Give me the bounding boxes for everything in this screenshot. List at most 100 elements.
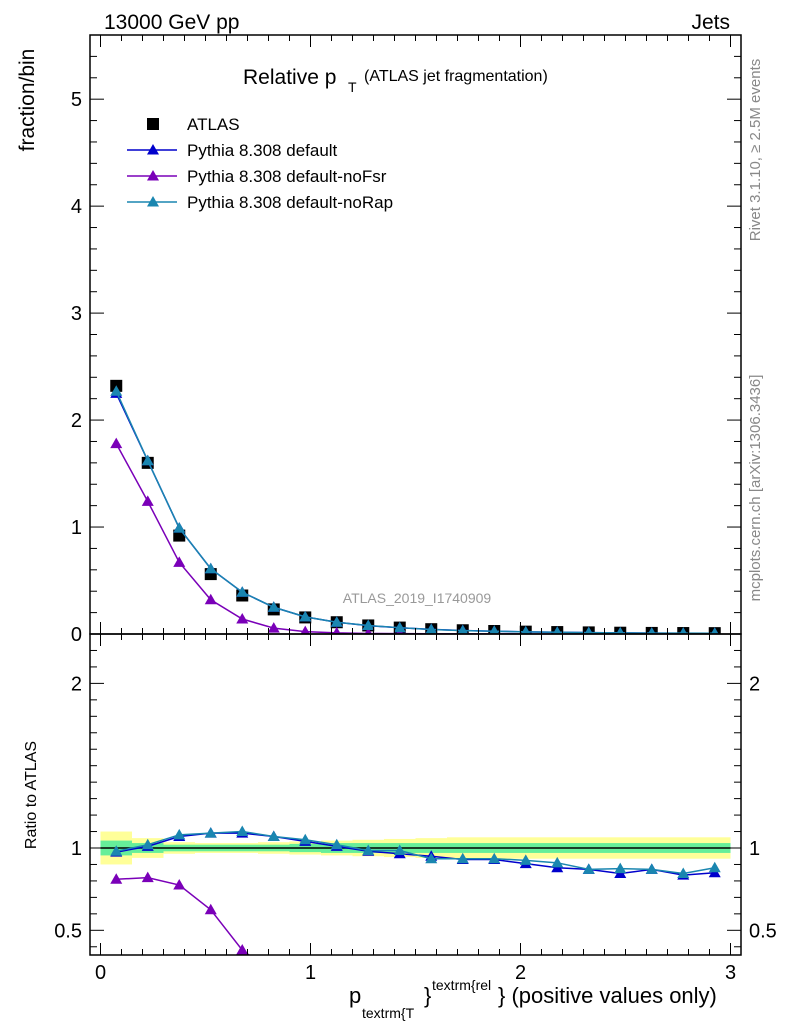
data-point-pythia-8-308-default-norap: [425, 623, 438, 634]
y-tick-label: 0.5: [54, 920, 82, 942]
data-point-pythia-8-308-default-norap: [362, 619, 375, 631]
ratio-point-pythia-8-308-default-nofsr: [331, 992, 343, 1003]
legend-marker-pythia-8-308-default: [147, 144, 159, 155]
ratio-point-pythia-8-308-default-norap: [204, 827, 217, 838]
ratio-point-pythia-8-308-default-norap: [141, 838, 154, 850]
data-point-pythia-8-308-default-norap: [204, 562, 217, 574]
data-point-pythia-8-308-default-nofsr: [173, 556, 186, 567]
data-point-pythia-8-308-default-nofsr: [141, 495, 154, 506]
ratio-point-pythia-8-308-default-nofsr: [457, 1002, 469, 1013]
main-series-group: [110, 379, 721, 634]
ratio-point-pythia-8-308-default-nofsr: [299, 984, 311, 995]
data-point-pythia-8-308-default-norap: [710, 627, 719, 634]
ratio-point-pythia-8-308-default-norap: [456, 852, 469, 864]
ratio-point-pythia-8-308-default-norap: [645, 863, 658, 874]
ratio-point-pythia-8-308-default-nofsr: [110, 873, 123, 884]
legend-item-pythia-8-308-default-norap: Pythia 8.308 default-noRap: [127, 193, 393, 212]
data-point-pythia-8-308-default-nofsr: [364, 627, 372, 634]
main-ylabel: fraction/bin: [16, 49, 39, 152]
x-tick-label: 1: [305, 962, 316, 984]
y-tick-label-right: 1: [749, 838, 760, 860]
legend-item-atlas: ATLAS: [147, 115, 240, 134]
legend-label-pythia-8-308-default-norap: Pythia 8.308 default-noRap: [187, 193, 393, 212]
ratio-point-pythia-8-308-default-norap: [582, 863, 595, 874]
ratio-point-pythia-8-308-default-norap: [110, 845, 123, 856]
y-tick-label-right: 2: [749, 673, 760, 695]
data-point-pythia-8-308-default-norap: [236, 586, 249, 597]
xlabel-rest: } (positive values only): [498, 983, 717, 1008]
ratio-point-pythia-8-308-default-norap: [236, 825, 249, 837]
data-point-pythia-8-308-default-norap: [173, 522, 186, 533]
data-point-pythia-8-308-default-norap: [110, 385, 123, 396]
y-tick-label: 4: [71, 196, 82, 218]
data-point-pythia-8-308-default-norap: [584, 626, 593, 634]
ratio-point-pythia-8-308-default-nofsr: [173, 879, 186, 890]
ratio-point-pythia-8-308-default-norap: [173, 828, 186, 840]
ratio-point-pythia-8-308-default-nofsr: [236, 944, 249, 955]
main-panel: 0 1 2 3 4 5: [71, 34, 742, 646]
ratio-ylabel: Ratio to ATLAS: [23, 741, 40, 849]
y-tick-label-right: 0.5: [749, 920, 777, 942]
legend-label-atlas: ATLAS: [187, 115, 240, 134]
data-point-pythia-8-308-default-nofsr: [267, 622, 280, 633]
x-tick-label: 3: [725, 962, 736, 984]
ratio-point-pythia-8-308-default-norap: [551, 856, 564, 868]
y-tick-label: 0: [71, 624, 82, 646]
data-point-pythia-8-308-default-norap: [552, 626, 562, 634]
y-tick-label: 3: [71, 303, 82, 325]
ratio-point-pythia-8-308-default-norap: [393, 844, 406, 855]
data-point-pythia-8-308-default-norap: [647, 627, 656, 634]
analysis-watermark: ATLAS_2019_I1740909: [343, 590, 492, 606]
header-right-label: Jets: [691, 11, 730, 34]
legend-label-pythia-8-308-default-nofsr: Pythia 8.308 default-noFsr: [187, 167, 387, 186]
y-tick-label: 1: [71, 517, 82, 539]
chart-text-layer: 13000 GeV pp Jets Rivet 3.1.10, ≥ 2.5M e…: [16, 11, 764, 1021]
ratio-line-pythia-8-308-default-norap: [116, 830, 715, 875]
ratio-point-pythia-8-308-default-norap: [708, 861, 721, 873]
y-tick-label: 2: [71, 410, 82, 432]
ratio-point-pythia-8-308-default-nofsr: [141, 871, 154, 883]
y-tick-label: 5: [71, 89, 82, 111]
xlabel-superscript: textrm{rel: [432, 977, 491, 993]
title-main: Relative p: [243, 66, 336, 89]
ratio-line-pythia-8-308-default-nofsr: [116, 876, 251, 955]
x-axis-label: p textrm{T } textrm{rel } (positive valu…: [349, 977, 717, 1021]
data-point-pythia-8-308-default-norap: [141, 454, 154, 466]
ratio-point-pythia-8-308-default-norap: [488, 852, 501, 864]
rivet-version-label: Rivet 3.1.10, ≥ 2.5M events: [747, 59, 764, 242]
ratio-panel: 0 1 2 3 0.5 0.5 1 1 2 2: [54, 633, 777, 1013]
title-rest: (ATLAS jet fragmentation): [364, 68, 548, 85]
data-point-pythia-8-308-default-norap: [267, 601, 280, 612]
x-tick-label: 0: [95, 962, 106, 984]
y-tick-label: 1: [71, 838, 82, 860]
data-point-pythia-8-308-default-nofsr: [236, 613, 249, 624]
legend-label-pythia-8-308-default: Pythia 8.308 default: [187, 141, 338, 160]
ratio-point-pythia-8-308-default-nofsr: [204, 903, 217, 915]
ratio-point-pythia-8-308-default-norap: [362, 844, 375, 855]
mcplots-label: mcplots.cern.ch [arXiv:1306.3436]: [747, 375, 764, 602]
data-point-pythia-8-308-default-norap: [299, 610, 312, 622]
plot-title: Relative p T (ATLAS jet fragmentation): [243, 66, 548, 95]
data-point-pythia-8-308-default-norap: [679, 627, 688, 634]
ratio-frame: [89, 633, 742, 956]
data-point-pythia-8-308-default-nofsr: [204, 593, 217, 605]
legend: ATLAS Pythia 8.308 default Pythia 8.308 de…: [127, 115, 393, 212]
xlabel-brace: }: [424, 983, 431, 1008]
ratio-point-pythia-8-308-default-norap: [519, 854, 532, 865]
data-point-pythia-8-308-default-norap: [457, 624, 469, 634]
legend-marker-pythia-8-308-default-nofsr: [147, 170, 159, 181]
ratio-point-pythia-8-308-default-norap: [330, 838, 343, 850]
header-left-label: 13000 GeV pp: [104, 11, 239, 34]
data-point-pythia-8-308-default-nofsr: [110, 437, 123, 449]
data-point-pythia-8-308-default-norap: [393, 621, 406, 633]
data-point-pythia-8-308-default-nofsr: [300, 625, 311, 634]
data-point-pythia-8-308-default-norap: [489, 625, 500, 634]
xlabel-subscript: textrm{T: [362, 1005, 415, 1021]
data-point-pythia-8-308-default-norap: [521, 625, 531, 634]
ratio-series-group: [110, 825, 721, 1013]
ratio-point-pythia-8-308-default-norap: [614, 862, 627, 874]
legend-item-pythia-8-308-default-nofsr: Pythia 8.308 default-noFsr: [127, 167, 387, 186]
ratio-point-pythia-8-308-default-nofsr: [268, 967, 280, 978]
ratio-point-pythia-8-308-default-norap: [299, 833, 312, 845]
